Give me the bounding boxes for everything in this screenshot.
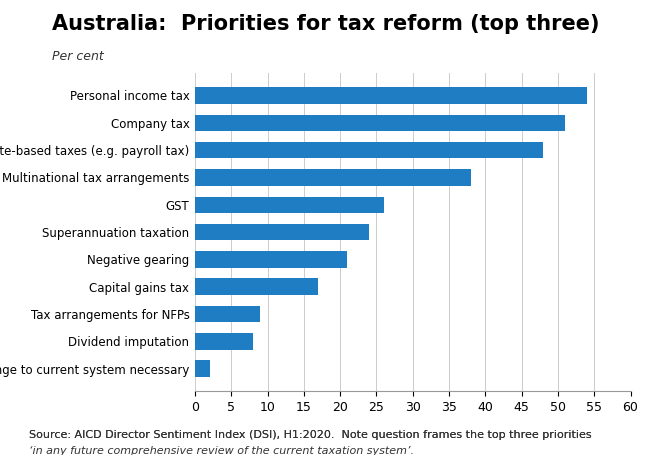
Text: Australia:  Priorities for tax reform (top three): Australia: Priorities for tax reform (to… xyxy=(52,14,599,34)
Bar xyxy=(195,87,587,104)
Text: ‘in any future comprehensive review of the current taxation system’.: ‘in any future comprehensive review of t… xyxy=(29,446,414,455)
Bar xyxy=(195,115,565,131)
Bar xyxy=(195,360,209,377)
Bar xyxy=(195,197,384,213)
Text: Per cent: Per cent xyxy=(52,50,104,63)
Bar xyxy=(195,333,253,349)
Bar xyxy=(195,306,260,322)
Bar xyxy=(195,142,543,158)
Text: Source: AICD Director Sentiment Index (DSI), H1:2020.  Note question frames the : Source: AICD Director Sentiment Index (D… xyxy=(29,430,595,440)
Bar xyxy=(195,251,347,268)
Bar xyxy=(195,169,471,186)
Bar xyxy=(195,224,369,240)
Bar xyxy=(195,278,318,295)
Text: Source: AICD Director Sentiment Index (DSI), H1:2020.  Note question frames the : Source: AICD Director Sentiment Index (D… xyxy=(29,430,595,440)
